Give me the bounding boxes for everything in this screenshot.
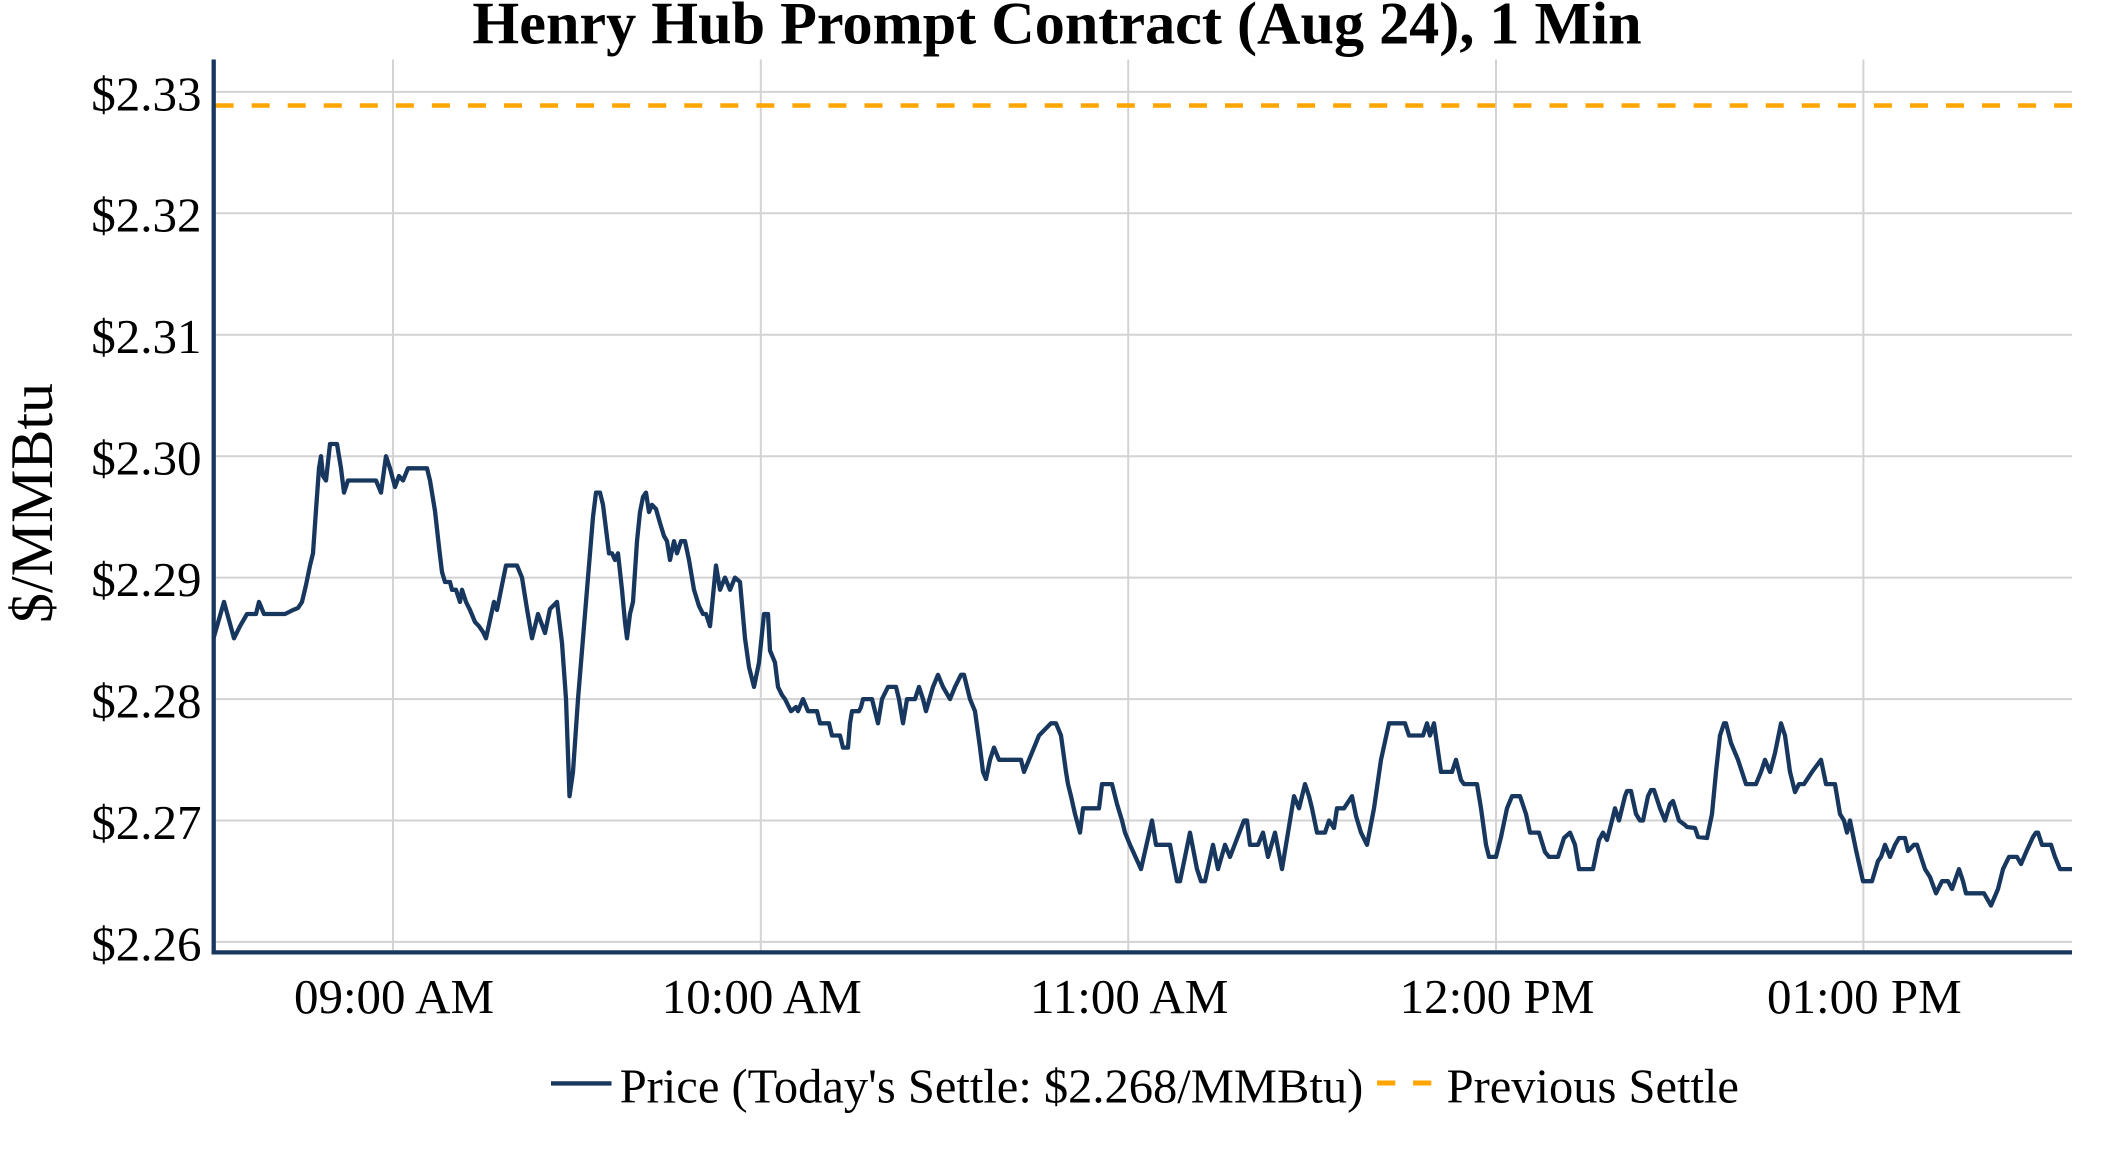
svg-text:12:00 PM: 12:00 PM xyxy=(1400,969,1595,1024)
svg-text:11:00 AM: 11:00 AM xyxy=(1030,969,1228,1024)
svg-text:$2.32: $2.32 xyxy=(91,188,201,243)
svg-text:$2.26: $2.26 xyxy=(91,916,201,971)
svg-text:01:00 PM: 01:00 PM xyxy=(1767,969,1962,1024)
svg-text:$2.33: $2.33 xyxy=(91,66,201,121)
svg-text:$/MMBtu: $/MMBtu xyxy=(0,383,65,623)
svg-text:$2.29: $2.29 xyxy=(91,552,201,607)
svg-text:09:00 AM: 09:00 AM xyxy=(294,969,494,1024)
svg-text:Previous Settle: Previous Settle xyxy=(1447,1061,1739,1114)
svg-text:$2.30: $2.30 xyxy=(91,431,201,486)
svg-text:Henry Hub Prompt Contract (Aug: Henry Hub Prompt Contract (Aug 24), 1 Mi… xyxy=(472,0,1641,57)
svg-text:$2.31: $2.31 xyxy=(91,309,201,364)
svg-text:$2.27: $2.27 xyxy=(91,795,201,850)
svg-text:Price (Today's Settle: $2.268/: Price (Today's Settle: $2.268/MMBtu) xyxy=(620,1061,1364,1114)
svg-text:$2.28: $2.28 xyxy=(91,674,201,729)
svg-text:10:00 AM: 10:00 AM xyxy=(662,969,862,1024)
